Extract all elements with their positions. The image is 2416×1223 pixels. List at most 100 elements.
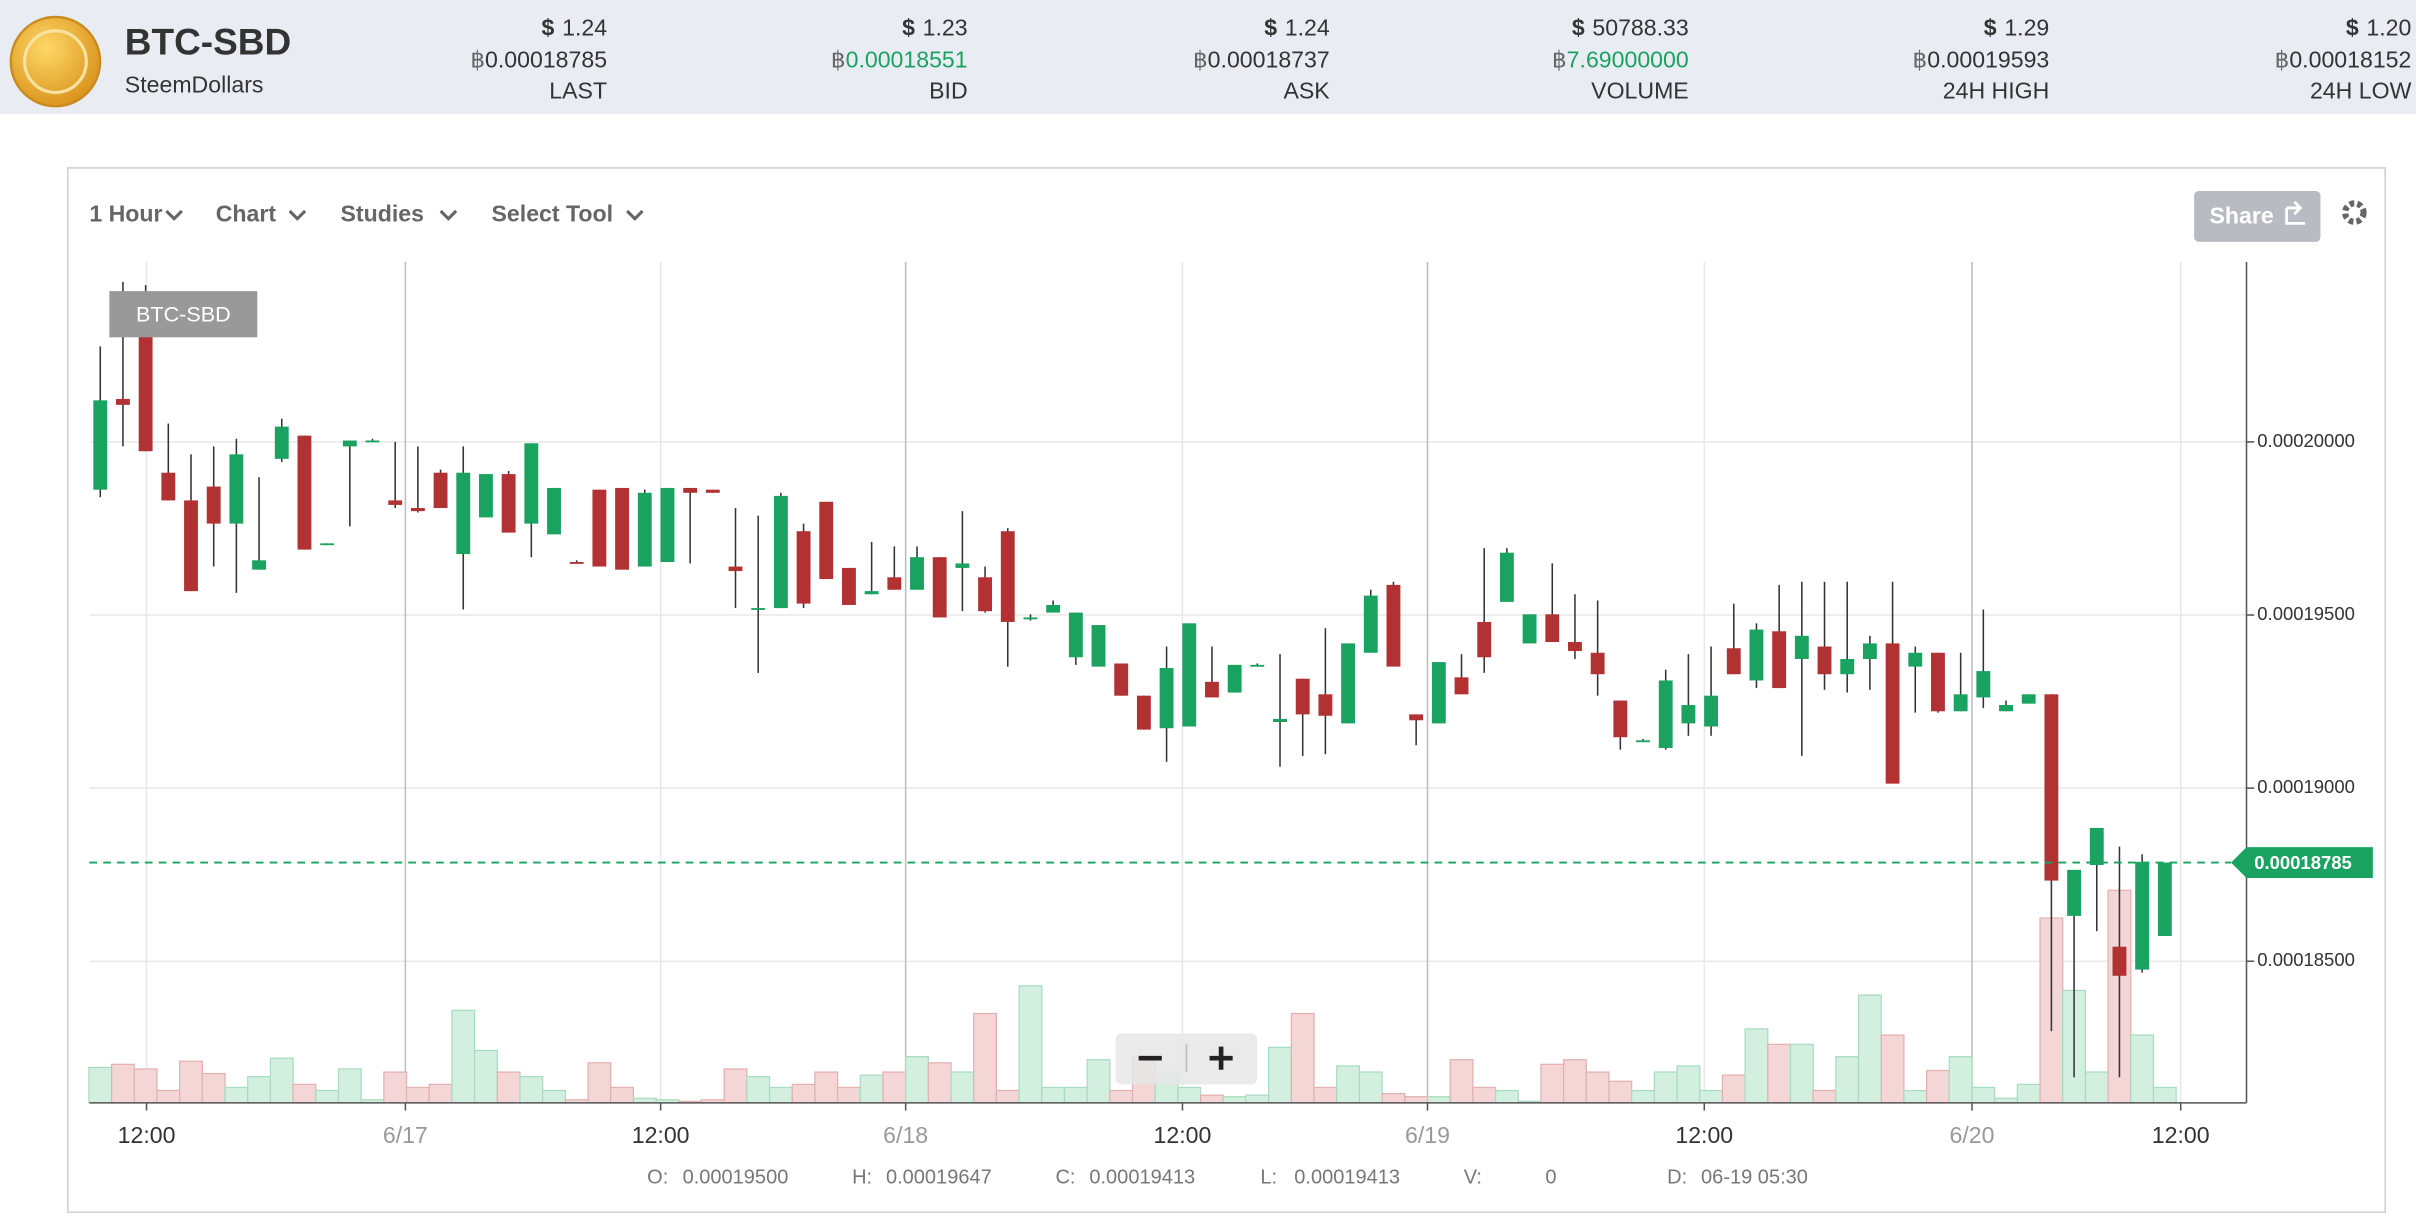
- interval-menu[interactable]: 1 Hour: [89, 201, 162, 227]
- volume-bar: [1631, 1089, 1655, 1104]
- candle-body: [1295, 678, 1310, 715]
- candle-body: [297, 435, 312, 550]
- volume-bar: [1063, 1086, 1088, 1104]
- candle-body: [637, 492, 652, 567]
- zoom-control: [1115, 1033, 1258, 1085]
- volume-bar: [610, 1086, 635, 1104]
- btc-symbol: ฿: [1193, 47, 1208, 73]
- volume-bar: [859, 1074, 884, 1104]
- chart-menu[interactable]: Chart: [216, 201, 277, 227]
- volume-bar: [1721, 1074, 1746, 1104]
- candle-body: [773, 495, 788, 609]
- share-icon: [2285, 200, 2306, 225]
- volume-bar: [768, 1086, 793, 1104]
- volume-bar: [814, 1071, 839, 1104]
- stat-label: 24H HIGH: [1943, 78, 2050, 104]
- volume-bar: [1041, 1086, 1066, 1104]
- volume-bar: [587, 1062, 612, 1104]
- usd-value: 1.24: [562, 14, 607, 40]
- candle-body: [1091, 625, 1106, 667]
- settings-icon[interactable]: [2342, 200, 2367, 225]
- volume-bar: [292, 1083, 317, 1104]
- pair-name: SteemDollars: [125, 71, 264, 97]
- candle-body: [93, 400, 108, 490]
- share-button[interactable]: [2194, 190, 2321, 242]
- candle-body: [342, 440, 357, 447]
- ohlc-info: O: 0.00019500 H: 0.00019647 C: 0.00019413 L: 0.…: [647, 1167, 1808, 1189]
- studies-menu[interactable]: Studies: [341, 201, 424, 227]
- x-tick-label: 6/20: [1950, 1122, 1995, 1148]
- volume-bar: [1449, 1059, 1474, 1104]
- volume-bar: [1789, 1043, 1814, 1104]
- candle-body: [206, 486, 221, 524]
- volume-bar: [110, 1063, 135, 1104]
- btc-symbol: ฿: [2275, 47, 2290, 73]
- candle-body: [1431, 662, 1446, 724]
- volume-bar: [496, 1071, 521, 1104]
- volume-bar: [1290, 1012, 1315, 1104]
- info-key: V:: [1464, 1167, 1482, 1189]
- btc-symbol: ฿: [470, 47, 485, 73]
- volume-bar: [451, 1009, 476, 1104]
- stat-usd: $1.29: [1984, 14, 2050, 40]
- candle-body: [1658, 680, 1673, 748]
- info-value: 0.00019647: [886, 1167, 992, 1189]
- volume-bar: [519, 1076, 544, 1104]
- volume-bar: [836, 1086, 861, 1104]
- candle-body: [819, 501, 834, 580]
- candle-body: [660, 487, 675, 563]
- volume-bar: [995, 1089, 1020, 1104]
- stat-btc: ฿0.00018785: [470, 47, 607, 73]
- volume-bar: [1177, 1086, 1202, 1104]
- volume-bar: [1358, 1071, 1383, 1104]
- x-tick-label: 6/18: [883, 1122, 928, 1148]
- volume-bar: [1857, 994, 1882, 1104]
- candle-body: [1000, 531, 1015, 622]
- volume-bar: [201, 1072, 226, 1104]
- candle-body: [1341, 643, 1356, 724]
- info-key: L:: [1260, 1167, 1277, 1189]
- volume-bar: [473, 1049, 498, 1104]
- candle-body: [887, 577, 902, 590]
- candle-body: [1613, 700, 1628, 738]
- volume-bar: [1903, 1089, 1928, 1104]
- usd-symbol: $: [1572, 14, 1585, 40]
- btc-value: 0.00018551: [846, 47, 968, 73]
- stat-label: VOLUME: [1591, 78, 1689, 104]
- last-price-tag: [2231, 847, 2373, 878]
- chevron: [626, 209, 644, 221]
- candle-body: [1999, 705, 2013, 712]
- candle-body: [955, 563, 970, 568]
- x-tick-label: 12:00: [1154, 1122, 1212, 1148]
- stat-btc: ฿0.00018737: [1193, 47, 1330, 73]
- header-bg: [0, 0, 2416, 114]
- info-key: D:: [1667, 1167, 1687, 1189]
- candle-body: [842, 567, 856, 605]
- candle-body: [501, 474, 516, 533]
- candle-body: [1681, 705, 1696, 724]
- zoom-in[interactable]: [1209, 1046, 1233, 1070]
- volume-bar: [905, 1056, 929, 1104]
- volume-bar: [1222, 1096, 1247, 1104]
- candle-body: [1931, 652, 1945, 712]
- volume-bar: [1109, 1089, 1134, 1104]
- stat-usd: $1.20: [2346, 14, 2412, 40]
- volume-bar: [1880, 1034, 1905, 1104]
- info-key: O:: [647, 1167, 668, 1189]
- x-tick-label: 6/17: [383, 1122, 428, 1148]
- candle-body: [1023, 617, 1038, 620]
- volume-bar: [156, 1089, 181, 1104]
- volume-bar: [1812, 1089, 1837, 1104]
- volume-bar: [405, 1086, 430, 1104]
- volume-bar: [1494, 1089, 1519, 1104]
- volume-bar: [1404, 1096, 1429, 1104]
- candle-body: [1205, 681, 1219, 698]
- candle-body: [1159, 667, 1174, 729]
- usd-value: 1.23: [923, 14, 968, 40]
- candle-body: [2135, 861, 2150, 970]
- x-tick-label: 6/19: [1405, 1122, 1450, 1148]
- settings-hole: [2350, 208, 2359, 217]
- share-label: Share: [2210, 202, 2274, 228]
- volume-bar: [1948, 1056, 1973, 1104]
- tool-menu[interactable]: Select Tool: [492, 201, 614, 227]
